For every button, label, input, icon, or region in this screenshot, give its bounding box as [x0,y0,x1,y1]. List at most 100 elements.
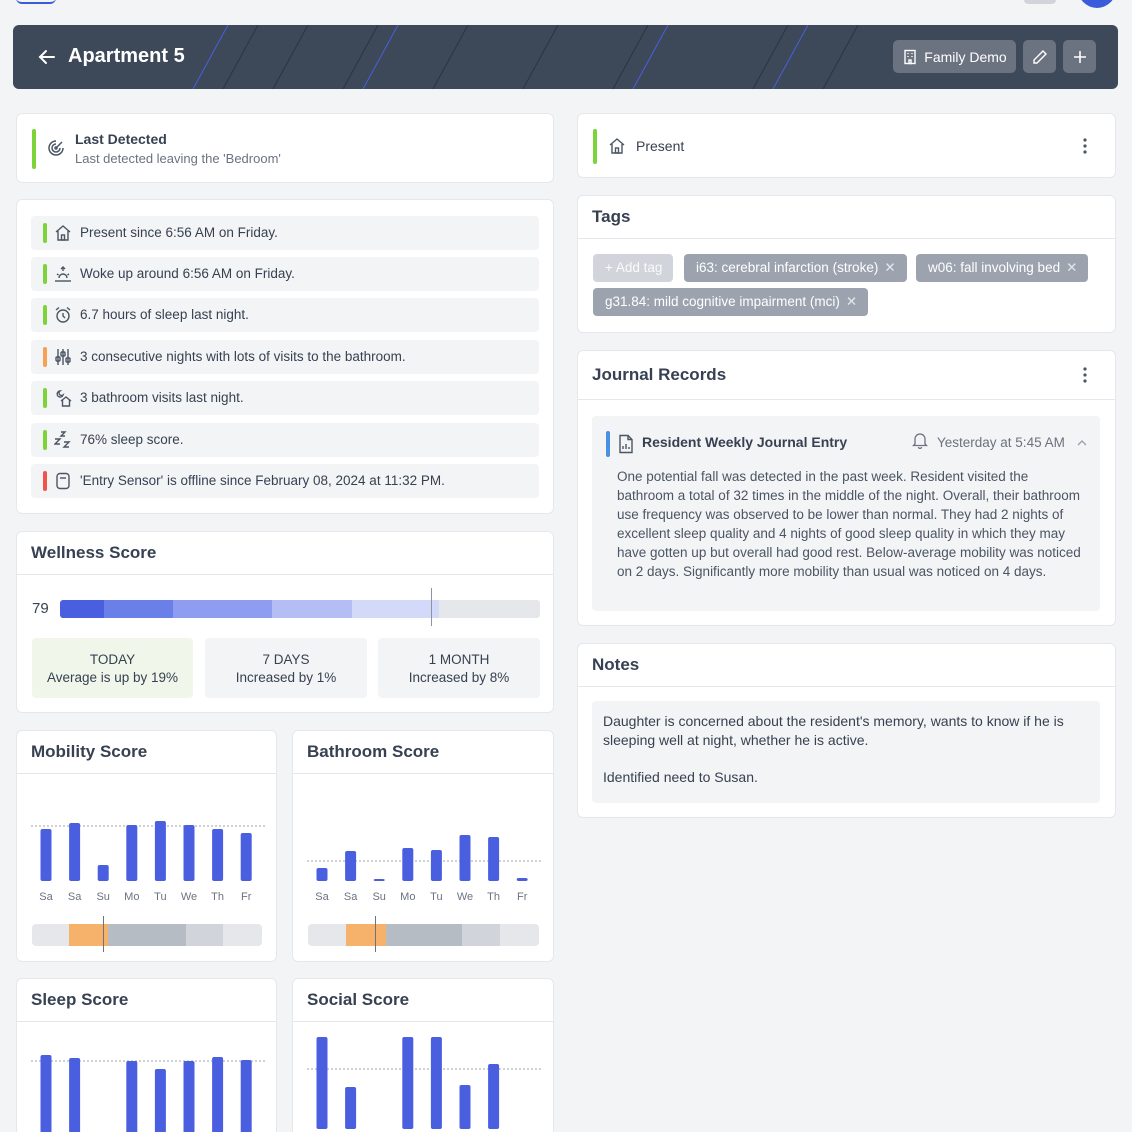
journal-entry[interactable]: Resident Weekly Journal Entry Yesterday … [592,416,1100,611]
day-label: Sa [343,891,358,903]
chart-bar [345,851,357,881]
day-label: Sa [67,891,82,903]
pencil-icon [1032,49,1047,64]
chart-bar [316,1037,328,1129]
summary-segment [346,924,386,946]
chart-bar [488,837,500,881]
close-icon[interactable]: ✕ [1066,260,1078,275]
insight-text: 6.7 hours of sleep last night. [80,307,249,322]
mobility-title: Mobility Score [31,742,148,761]
day-label: We [456,891,474,903]
chart-bar [430,1037,442,1129]
back-arrow-icon[interactable] [35,45,59,69]
tag-label: w06: fall involving bed [928,260,1061,275]
summary-segment [69,924,108,946]
divider [17,773,276,774]
bathroom-card: Bathroom Score Sa Sa Su Mo Tu We Th Fr [292,730,554,962]
chart-bar [69,1058,81,1132]
sleep-chart [31,1055,267,1132]
insights-card: Present since 6:56 AM on Friday. Woke up… [16,199,554,514]
score-marker [431,588,432,626]
chart-bar [373,879,385,881]
divider [293,1021,553,1022]
insight-item: 'Entry Sensor' is offline since February… [31,464,539,498]
journal-entry-title: Resident Weekly Journal Entry [642,434,848,450]
notes-line: Identified need to Susan. [603,769,758,785]
tag-label: g31.84: mild cognitive impairment (mci) [605,294,840,309]
status-accent [43,388,47,408]
topbar-button[interactable] [1024,0,1056,4]
more-options-icon[interactable] [1075,136,1095,156]
score-segment [60,600,104,618]
day-label: Su [372,891,386,903]
tag-chip[interactable]: w06: fall involving bed ✕ [916,254,1089,282]
home-icon [608,137,626,160]
presence-label: Present [636,138,685,154]
social-card: Social Score [292,978,554,1132]
add-button[interactable] [1063,40,1096,73]
insight-text: 76% sleep score. [80,432,184,447]
status-accent [606,431,610,457]
chart-bar [459,835,471,881]
insight-item: 3 bathroom visits last night. [31,381,539,415]
notes-body[interactable]: Daughter is concerned about the resident… [592,701,1100,803]
radar-icon [46,138,66,163]
last-detected-card: Last Detected Last detected leaving the … [16,113,554,183]
status-accent [43,471,47,491]
score-segment [272,600,352,618]
score-segment [352,600,439,618]
tag-chip[interactable]: i63: cerebral infarction (stroke) ✕ [684,254,907,282]
notes-card: Notes Daughter is concerned about the re… [577,643,1116,818]
tag-chip[interactable]: g31.84: mild cognitive impairment (mci) ✕ [593,288,869,316]
social-title: Social Score [307,990,410,1009]
insight-text: 'Entry Sensor' is offline since February… [80,473,445,488]
chart-bar [316,868,328,881]
day-label: Mo [124,891,140,903]
sleep-card: Sleep Score [16,978,277,1132]
close-icon[interactable]: ✕ [884,260,896,275]
chevron-up-icon[interactable] [1076,436,1088,454]
app-topbar [0,0,1132,8]
chart-bar [183,1061,195,1132]
status-accent [43,264,47,284]
header-pattern [192,25,859,89]
add-tag-button[interactable]: + Add tag [593,254,674,282]
avatar[interactable] [1078,0,1116,8]
day-label: Sa [39,891,53,903]
chart-bar [488,1064,500,1129]
day-label: Su [96,891,110,903]
bathroom-summary-bar [308,924,539,946]
day-label: Tu [154,891,167,903]
sleep-title: Sleep Score [31,990,129,1009]
presence-card: Present [577,113,1116,178]
summary-segment [186,924,223,946]
insight-item: 76% sleep score. [31,423,539,457]
last-detected-subtitle: Last detected leaving the 'Bedroom' [75,151,281,166]
close-icon[interactable]: ✕ [845,294,858,309]
sensor-icon [54,472,72,490]
chart-bar [126,825,138,881]
brand-logo [16,0,56,4]
stat-value: Increased by 1% [235,670,337,685]
chart-bar [212,1057,224,1132]
chart-bar [212,829,224,881]
more-options-icon[interactable] [1075,365,1095,385]
stat-today: TODAY Average is up by 19% [32,638,193,698]
wellness-score-value: 79 [32,600,49,617]
score-segment [104,600,173,618]
stat-value: Increased by 8% [408,670,510,685]
edit-button[interactable] [1023,40,1056,73]
alarm-clock-icon [54,306,72,324]
sunrise-icon [54,265,72,283]
insight-text: 3 consecutive nights with lots of visits… [80,349,406,364]
family-button[interactable]: Family Demo [893,40,1016,73]
day-label: We [180,891,198,903]
stat-7-days: 7 DAYS Increased by 1% [205,638,367,698]
status-accent [43,305,47,325]
plus-icon [1073,50,1086,63]
family-label: Family Demo [924,48,1007,65]
chart-bar [240,833,252,881]
status-accent [43,430,47,450]
night-home-icon [54,389,72,407]
mobility-summary-bar [32,924,262,946]
